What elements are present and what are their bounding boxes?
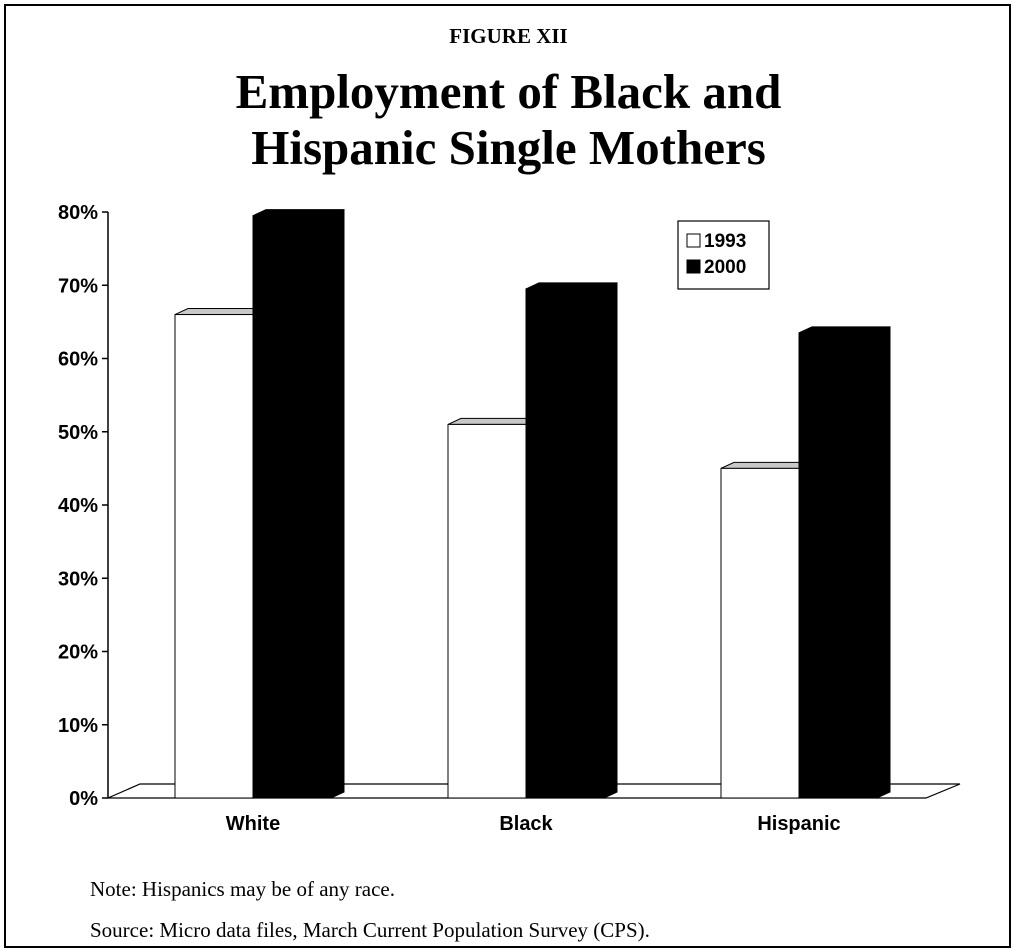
bar-hispanic-1993: [720, 467, 800, 799]
legend-swatch-2000: [686, 259, 701, 274]
figure-frame: [4, 4, 1011, 948]
y-tick-label: 80%: [58, 202, 98, 224]
y-tick-label: 20%: [58, 642, 98, 664]
y-tick-label: 10%: [58, 715, 98, 737]
chart-title-line-1: Employment of Black and: [235, 64, 782, 119]
y-tick-label: 50%: [58, 422, 98, 444]
chart-title-line-2: Hispanic Single Mothers: [251, 120, 766, 175]
y-tick-label: 30%: [58, 568, 98, 590]
bar-hispanic-2000-top: [798, 326, 891, 334]
bar-black-2000: [525, 288, 605, 799]
figure-label: FIGURE XII: [449, 24, 568, 48]
bar-hispanic-2000-side: [876, 326, 891, 799]
source-text: Source: Micro data files, March Current …: [90, 918, 650, 942]
y-tick-label: 70%: [58, 275, 98, 297]
bar-white-2000-side: [330, 208, 345, 799]
x-tick-label: Hispanic: [757, 813, 840, 835]
chart-title: Employment of Black and Hispanic Single …: [0, 64, 1017, 176]
bar-hispanic-1993-top: [720, 461, 813, 469]
bar-white-2000: [252, 215, 332, 799]
y-tick-label: 60%: [58, 349, 98, 371]
bar-hispanic-2000: [798, 332, 878, 799]
legend-label-2000: 2000: [704, 257, 746, 278]
x-tick-label: White: [226, 813, 280, 835]
bar-white-2000-top: [252, 209, 345, 217]
y-tick-label: 40%: [58, 495, 98, 517]
bar-black-2000-top: [525, 282, 618, 290]
legend-label-1993: 1993: [704, 231, 746, 252]
legend-swatch-1993: [686, 233, 701, 248]
note-text: Note: Hispanics may be of any race.: [90, 877, 395, 901]
bar-white-1993: [174, 314, 254, 799]
y-tick-label: 0%: [69, 788, 98, 810]
bar-black-1993: [447, 423, 527, 799]
legend-box: [677, 220, 770, 290]
bar-black-2000-side: [603, 282, 618, 799]
x-tick-label: Black: [499, 813, 553, 835]
bar-white-1993-top: [174, 308, 267, 316]
bar-black-1993-top: [447, 417, 540, 425]
